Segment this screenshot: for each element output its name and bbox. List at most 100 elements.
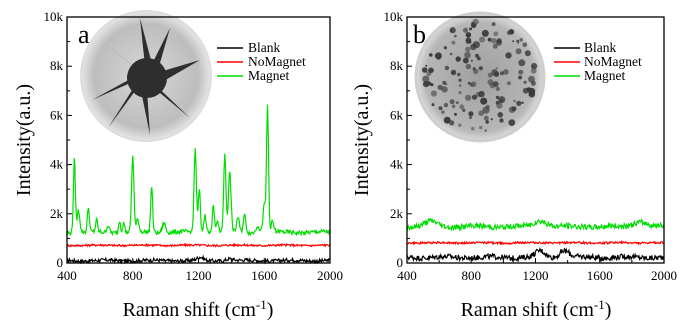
nanoparticle-dot bbox=[499, 118, 504, 123]
nanoparticle-dot bbox=[508, 106, 516, 113]
y-tick-label-a-1: 2k bbox=[50, 206, 64, 221]
x-tick-label-a-1: 800 bbox=[123, 268, 143, 283]
nanoparticle-dot bbox=[484, 129, 487, 132]
y-tick-label-b-5: 10k bbox=[384, 9, 404, 24]
nanoparticle-dot bbox=[465, 32, 472, 38]
nanoparticle-dot bbox=[502, 69, 509, 75]
y-tick-label-b-3: 6k bbox=[390, 107, 404, 122]
nanoparticle-dot bbox=[491, 69, 498, 76]
nanoparticle-dot bbox=[524, 50, 531, 57]
nanoparticle-dot bbox=[454, 34, 457, 38]
nanoparticle-dot bbox=[469, 27, 473, 31]
series-a-magnet bbox=[66, 104, 330, 237]
nanoparticle-dot bbox=[487, 72, 493, 78]
nanoparticle-dot bbox=[516, 39, 520, 43]
nanoparticle-dot bbox=[479, 36, 486, 43]
nanoparticle-dot bbox=[451, 40, 456, 45]
nanoparticle-dot bbox=[480, 97, 488, 105]
x-tick-label-b-1: 800 bbox=[462, 268, 482, 283]
nanoparticle-dot bbox=[468, 111, 474, 117]
nanoparticle-dot bbox=[454, 112, 457, 116]
legend-a-magnet: Magnet bbox=[248, 68, 289, 83]
legend-b-nomagnet: NoMagnet bbox=[584, 54, 642, 69]
nanoparticle-dot bbox=[425, 64, 428, 67]
nanoparticle-dot bbox=[471, 94, 478, 100]
nanoparticle-dot bbox=[481, 29, 489, 37]
nanoparticle-dot bbox=[430, 90, 437, 97]
legend-a: Blank NoMagnet Magnet bbox=[217, 40, 306, 83]
nanoparticle-dot bbox=[495, 67, 498, 70]
nanoparticle-dot bbox=[467, 81, 471, 85]
nanoparticle-dot bbox=[528, 75, 535, 83]
nanoparticle-dot bbox=[463, 27, 468, 33]
nanoparticle-dot bbox=[522, 87, 529, 94]
nanoparticle-dot bbox=[506, 30, 512, 35]
nanoparticle-dot bbox=[475, 53, 479, 58]
x-axis-title-b: Raman shift (cm-1) bbox=[461, 297, 612, 321]
nanoparticle-dot bbox=[470, 59, 473, 62]
nanoparticle-dot bbox=[431, 103, 435, 107]
legend-b-magnet: Magnet bbox=[584, 68, 625, 83]
y-tick-label-a-5: 10k bbox=[44, 9, 64, 24]
nanoparticle-dot bbox=[497, 112, 504, 118]
x-axis-title-a: Raman shift (cm-1) bbox=[123, 297, 274, 321]
nanoparticle-dot bbox=[491, 38, 497, 44]
legend-b: Blank NoMagnet Magnet bbox=[554, 40, 642, 83]
nanoparticle-dot bbox=[464, 51, 471, 59]
nanoparticle-dot bbox=[449, 99, 455, 105]
y-tick-label-b-1: 2k bbox=[390, 206, 404, 221]
nanoparticle-dot bbox=[443, 46, 447, 50]
nanoparticle-dot bbox=[478, 110, 485, 116]
nanoparticle-dot bbox=[505, 52, 512, 59]
nanoparticle-dot bbox=[487, 37, 492, 42]
nanoparticle-dot bbox=[450, 69, 457, 76]
y-tick-label-a-4: 8k bbox=[50, 58, 64, 73]
nanoparticle-dot bbox=[449, 120, 455, 126]
nanoparticle-dot bbox=[492, 43, 498, 49]
nanoparticle-dot bbox=[458, 123, 462, 127]
y-axis-title-a: Intensity(a.u.) bbox=[13, 84, 35, 196]
nanoparticle-dot bbox=[530, 67, 537, 74]
series-b-blank bbox=[406, 247, 665, 263]
nanoparticle-dot bbox=[490, 118, 493, 121]
nanoparticle-dot bbox=[498, 96, 506, 104]
nanoparticle-dot bbox=[513, 99, 516, 103]
nanoparticle-dot bbox=[518, 69, 524, 75]
nanoparticle-dot bbox=[522, 42, 528, 47]
nanoparticle-dot bbox=[471, 126, 475, 131]
nanoparticle-dot bbox=[422, 75, 430, 83]
nanoparticle-dot bbox=[455, 56, 461, 62]
nanoparticle-dot bbox=[518, 75, 523, 80]
nanoparticle-dot bbox=[458, 78, 462, 82]
y-axis-title-b: Intensity(a.u.) bbox=[351, 84, 373, 196]
nanoparticle-dot bbox=[482, 106, 490, 114]
nanoparticle-dot bbox=[530, 80, 536, 86]
legend-a-blank: Blank bbox=[248, 40, 280, 55]
nanoparticle-dot bbox=[512, 40, 515, 43]
nanoparticle-dot bbox=[506, 81, 511, 86]
nanoparticle-dot bbox=[471, 21, 474, 25]
nanoparticle-dot bbox=[472, 41, 480, 49]
nanoparticle-dot bbox=[470, 83, 474, 87]
panel-b-letter: b bbox=[413, 20, 426, 49]
nanoparticle-dot bbox=[519, 38, 523, 42]
panel-a: 400 800 1200 1600 2000 0 2k 4k 6k 8k 10k a Blank N… bbox=[13, 9, 343, 321]
nanoparticle-dot bbox=[495, 86, 500, 91]
nanoparticle-dot bbox=[523, 80, 527, 84]
panel-a-letter: a bbox=[78, 20, 90, 49]
nanoparticle-dot bbox=[515, 48, 522, 55]
nanoparticle-dot bbox=[459, 104, 465, 110]
nanostar-shape bbox=[92, 18, 200, 135]
nanoparticle-dot bbox=[438, 106, 443, 111]
nanoparticle-dot bbox=[443, 102, 449, 108]
nanoparticle-dot bbox=[429, 53, 433, 57]
nanoparticle-dot bbox=[475, 91, 481, 97]
inset-image-b bbox=[414, 11, 546, 143]
nanoparticle-dot bbox=[518, 59, 526, 67]
nanoparticle-dot bbox=[458, 84, 462, 87]
nanoparticle-dot bbox=[442, 80, 447, 85]
nanoparticle-dot bbox=[531, 63, 538, 70]
y-tick-label-b-0: 0 bbox=[397, 255, 404, 270]
nanoparticle-dot bbox=[495, 95, 500, 100]
